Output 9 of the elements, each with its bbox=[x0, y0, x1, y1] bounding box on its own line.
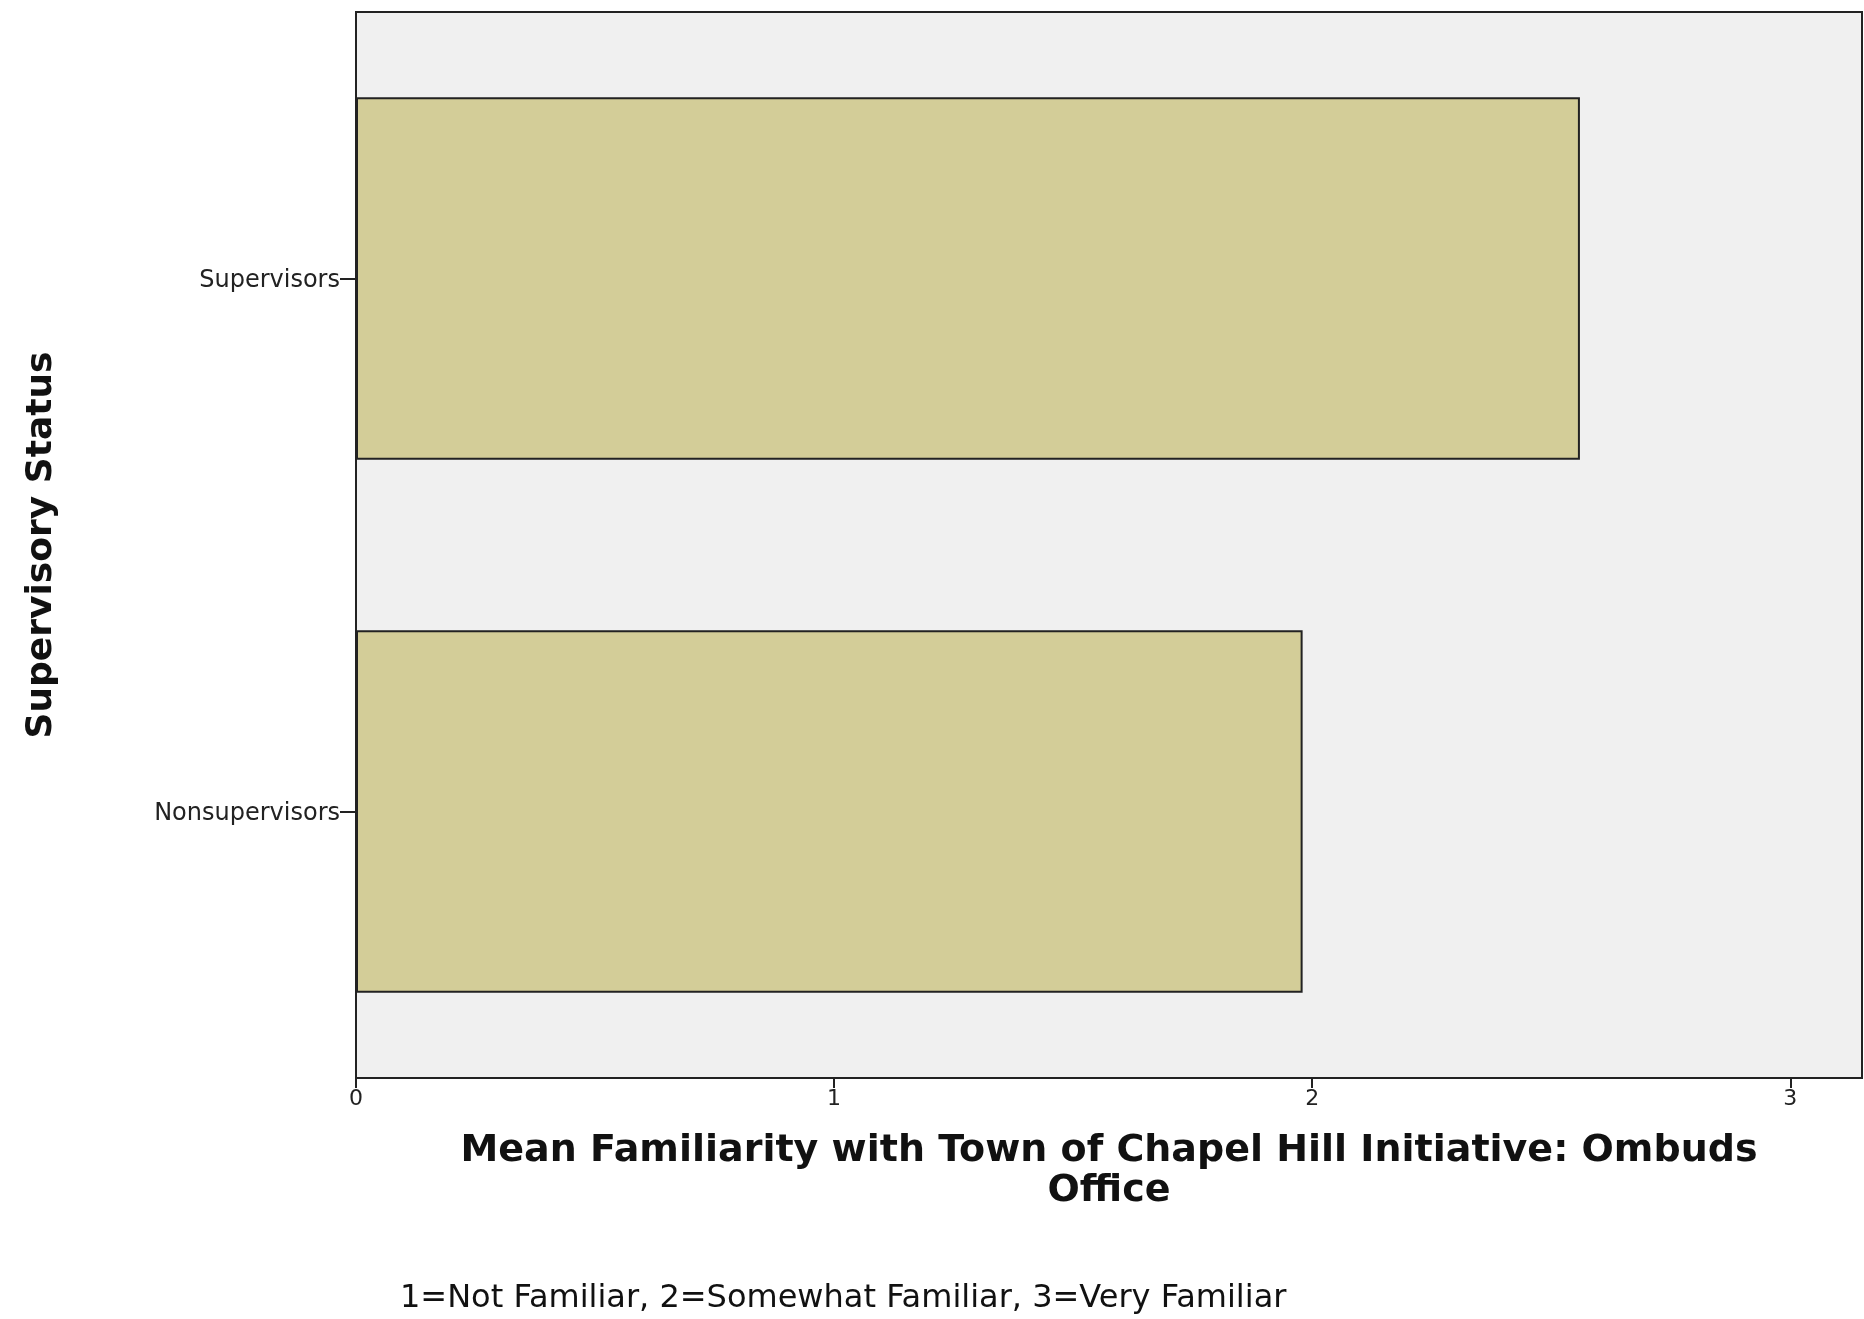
x-tick-label: 2 bbox=[1305, 1084, 1320, 1110]
y-tick-label: Supervisors bbox=[199, 264, 340, 293]
y-tick-label: Nonsupervisors bbox=[154, 797, 340, 826]
text: 1=Not Familiar, 2=Somewhat Familiar, 3=Very Familiar bbox=[400, 1277, 1288, 1315]
x-tick-label: 3 bbox=[1783, 1084, 1798, 1110]
x-tick-label: 0 bbox=[349, 1084, 363, 1110]
x-axis-title: Mean Familiarity with Town of Chapel Hill Initiative: Ombuds Office bbox=[460, 1126, 1758, 1210]
x-tick-label: 1 bbox=[827, 1084, 842, 1110]
y-axis-title: Supervisory Status bbox=[17, 351, 59, 739]
